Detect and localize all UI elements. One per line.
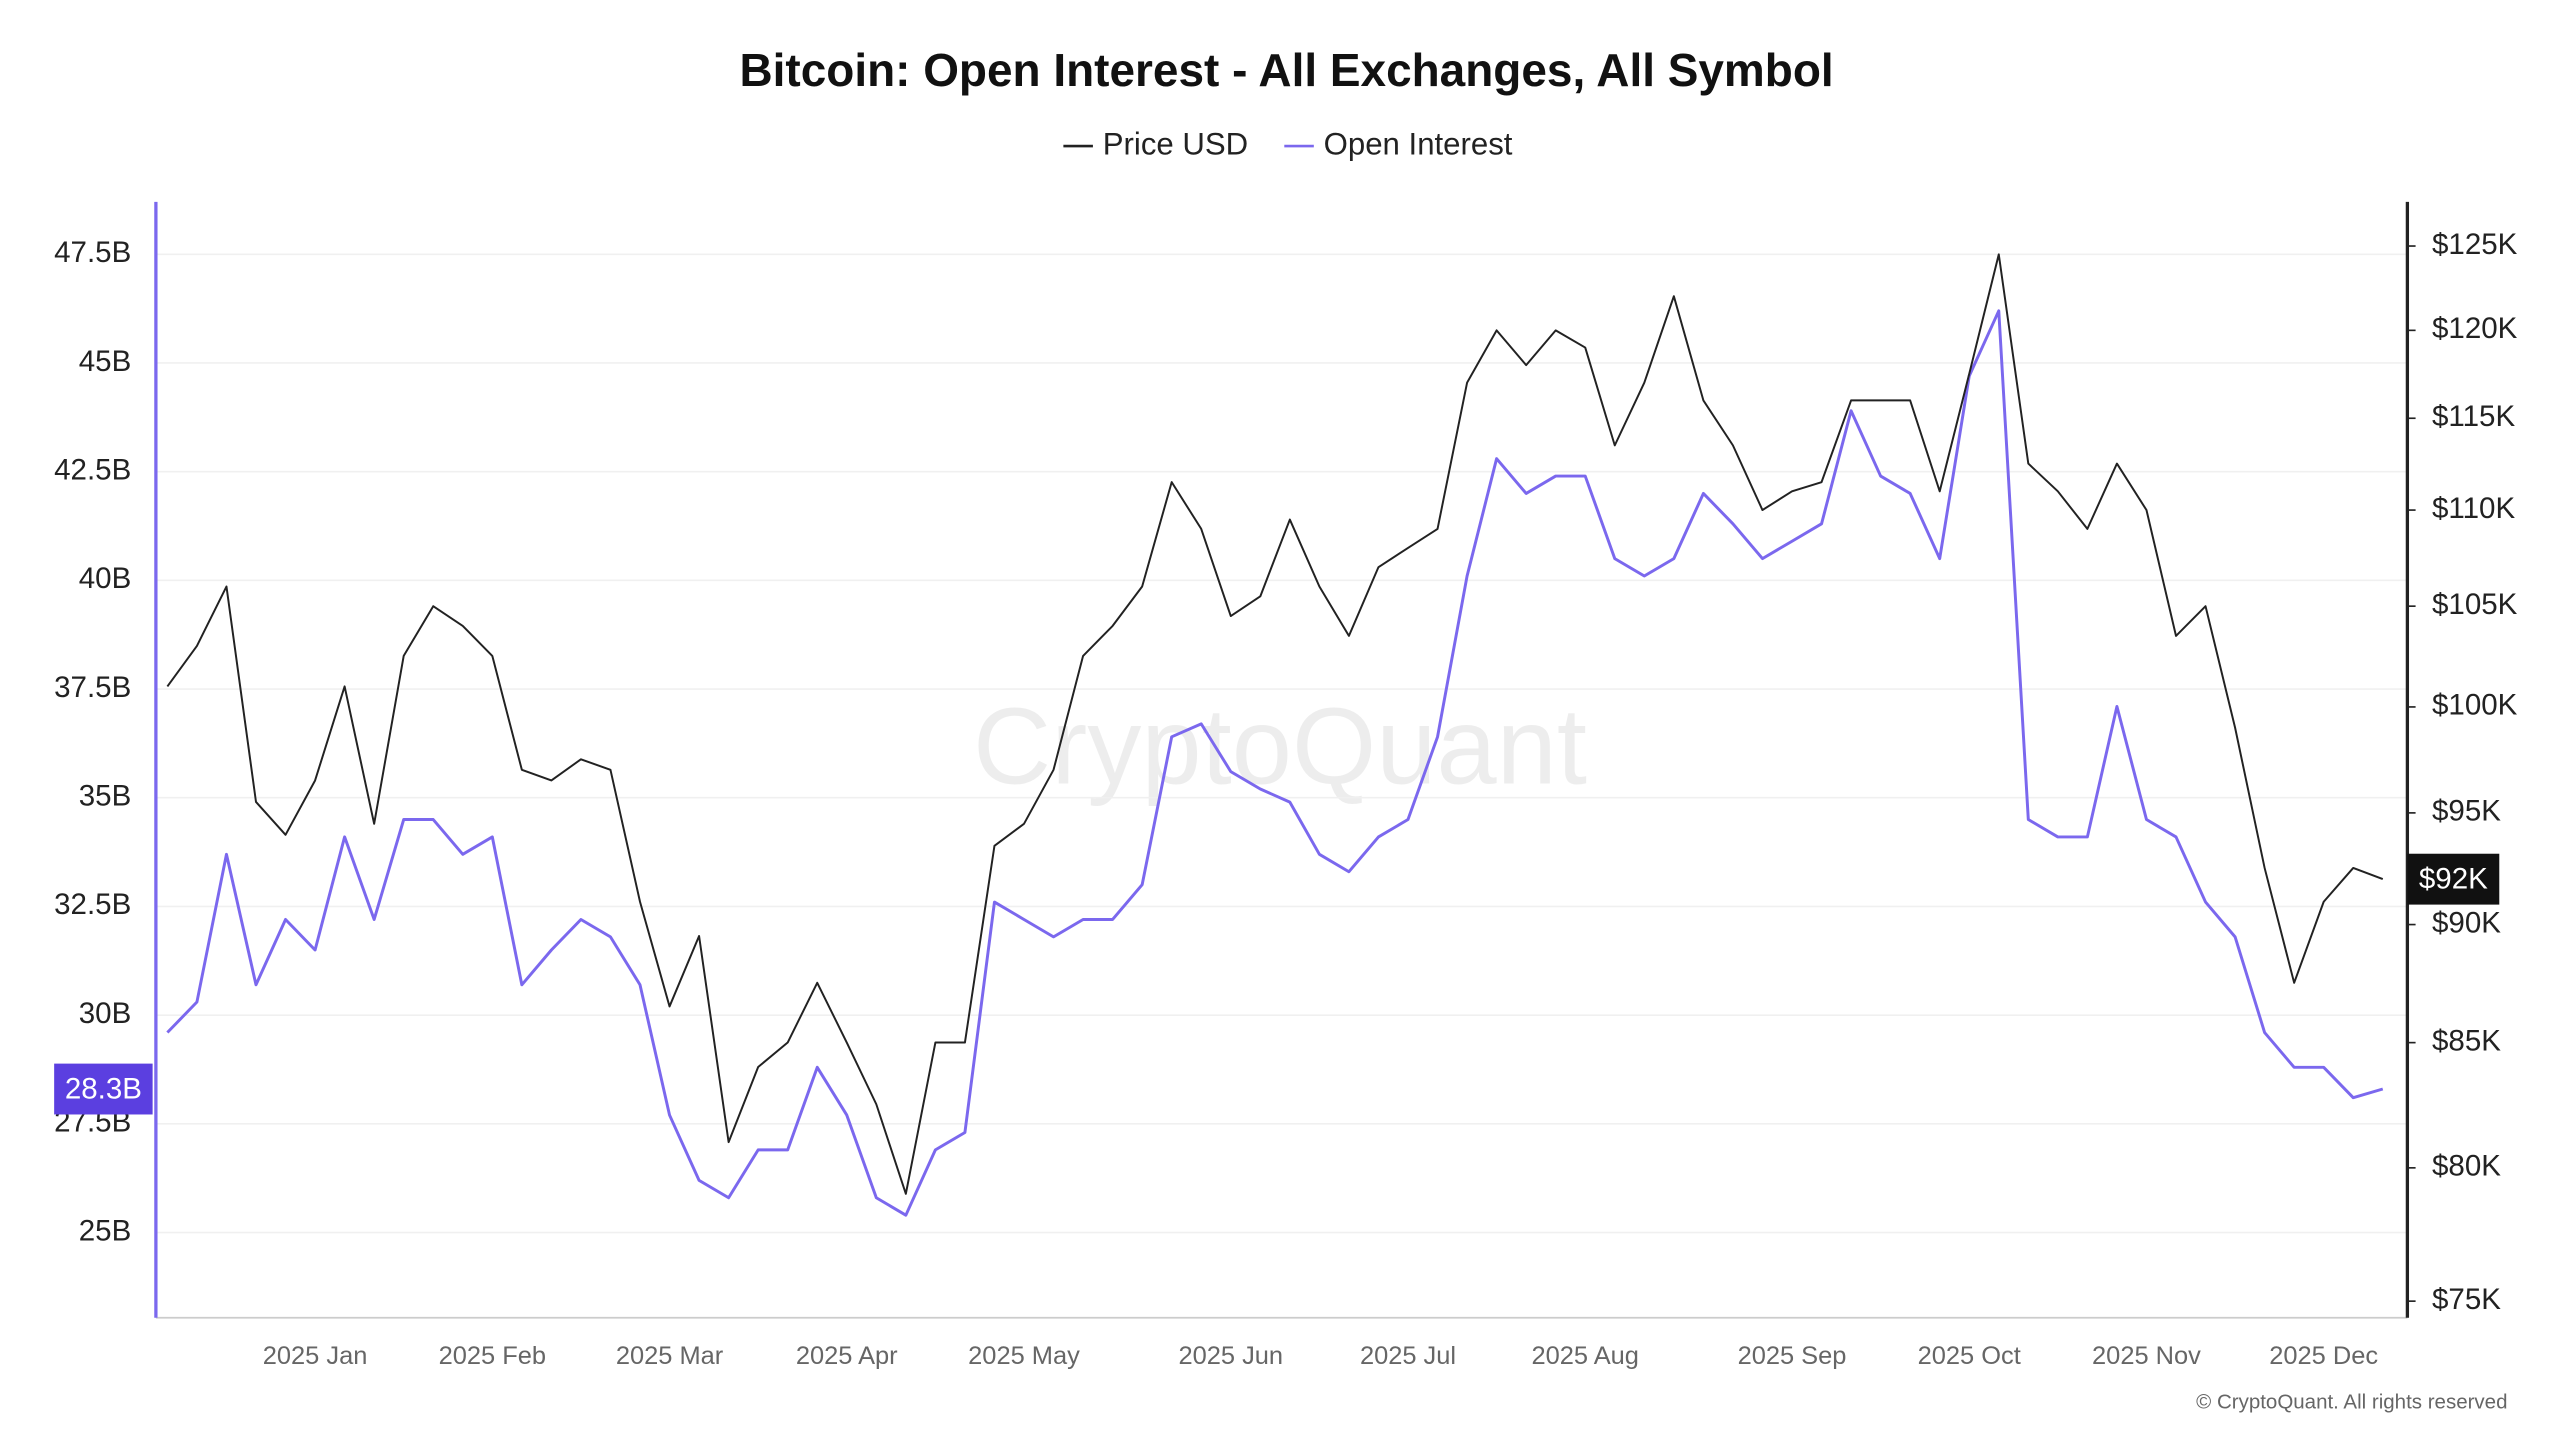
y-tick-label: 47.5B [54,236,131,269]
y-tick-label: 40B [79,562,132,595]
y-tick-label: 25B [79,1214,132,1247]
watermark: CryptoQuant [973,685,1587,806]
y2-tick-label: $115K [2432,400,2515,433]
y2-tick-label: $90K [2432,906,2501,939]
x-tick-label: 2025 Sep [1738,1342,1847,1370]
last-value-box [2407,853,2500,905]
y2-tick-label: $120K [2432,312,2518,345]
legend-label: Price USD [1103,126,1248,161]
x-tick-label: 2025 Dec [2269,1342,2378,1370]
footer: © CryptoQuant. All rights reserved [2196,1390,2507,1413]
series-line [166,309,2384,1217]
y2-tick-label: $100K [2432,689,2518,722]
chart-title: Bitcoin: Open Interest - All Exchanges, … [739,44,1833,96]
x-tick-label: 2025 Jun [1178,1342,1283,1370]
x-tick-label: 2025 Apr [796,1342,898,1370]
x-tick-label: 2025 Nov [2092,1342,2201,1370]
y2-tick-label: $80K [2432,1150,2501,1183]
y-tick-label: 30B [79,997,132,1030]
x-tick-label: 2025 Aug [1532,1342,1639,1370]
y-tick-label: 37.5B [54,671,131,704]
x-tick-label: 2025 Jan [263,1342,368,1370]
y2-tick-label: $95K [2432,795,2501,828]
last-value-label: $92K [2419,863,2488,896]
x-tick-label: 2025 Oct [1918,1342,2021,1370]
y-tick-label: 32.5B [54,888,131,921]
x-tick-label: 2025 Feb [439,1342,546,1370]
y2-tick-label: $110K [2432,492,2515,525]
y2-tick-label: $125K [2432,228,2518,261]
y2-tick-label: $105K [2432,588,2518,621]
x-tick-label: 2025 Mar [616,1342,724,1370]
y-tick-label: 42.5B [54,453,131,486]
series-line [166,253,2384,1195]
x-tick-label: 2025 May [968,1342,1080,1370]
y-tick-label: 45B [79,345,132,378]
legend-label: Open Interest [1324,126,1513,161]
y2-tick-label: $75K [2432,1283,2501,1316]
y-tick-label: 35B [79,780,132,813]
last-value-box [54,1063,153,1115]
y2-tick-label: $85K [2432,1024,2501,1057]
last-value-label: 28.3B [65,1072,142,1105]
x-tick-label: 2025 Jul [1360,1342,1456,1370]
